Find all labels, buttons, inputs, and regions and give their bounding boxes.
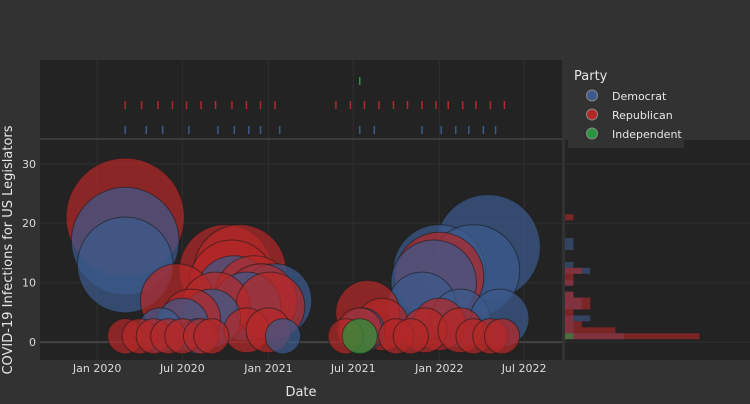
hist-bar-republican bbox=[565, 291, 574, 298]
right-histogram-area bbox=[565, 140, 750, 360]
right-grid bbox=[565, 163, 750, 343]
legend-label-independent: Independent bbox=[612, 128, 682, 141]
hist-bar-republican bbox=[565, 273, 574, 280]
x-tick-label: Jan 2020 bbox=[72, 362, 121, 375]
y-tick-label: 20 bbox=[22, 217, 36, 230]
y-tick-label: 10 bbox=[22, 277, 36, 290]
hist-bar-republican bbox=[565, 297, 591, 304]
hist-bar-democrat bbox=[565, 315, 591, 322]
hist-bar-republican bbox=[565, 315, 574, 322]
hist-bar-republican bbox=[565, 327, 616, 334]
bubble-republican bbox=[483, 318, 521, 355]
hist-bar-republican bbox=[565, 267, 582, 274]
x-tick-label: Jan 2022 bbox=[414, 362, 463, 375]
y-tick-label: 0 bbox=[29, 336, 36, 349]
legend-title: Party bbox=[574, 69, 608, 84]
x-axis-ticks: Jan 2020 Jul 2020 Jan 2021 Jul 2021 Jan 2022… bbox=[72, 362, 547, 375]
legend-swatch-democrat bbox=[586, 89, 598, 102]
top-rug-area bbox=[40, 60, 562, 138]
y-axis-title: COVID-19 Infections for US Legislators bbox=[1, 125, 16, 374]
hist-bar-republican bbox=[565, 333, 700, 340]
legend-items: Democrat Republican Independent bbox=[586, 89, 682, 141]
bubble-independent bbox=[341, 318, 378, 355]
hist-bar-republican bbox=[565, 303, 591, 310]
x-tick-label: Jan 2021 bbox=[243, 362, 292, 375]
bubble-series bbox=[65, 157, 541, 355]
legend-label-republican: Republican bbox=[612, 109, 673, 122]
y-tick-label: 30 bbox=[22, 158, 36, 171]
hist-bar-democrat bbox=[565, 238, 574, 245]
y-marginal-histogram bbox=[565, 214, 700, 340]
x-tick-label: Jul 2022 bbox=[501, 362, 547, 375]
legend: Party Democrat Republican Independent bbox=[568, 64, 684, 148]
x-tick-label: Jul 2020 bbox=[159, 362, 205, 375]
hist-bar-republican bbox=[565, 321, 582, 328]
legend-swatch-independent bbox=[586, 127, 598, 140]
hist-bar-independent bbox=[565, 333, 574, 340]
hist-bar-democrat bbox=[565, 244, 574, 250]
bubble-democrat bbox=[264, 318, 302, 355]
x-axis-title: Date bbox=[285, 385, 316, 400]
y-axis-ticks: 0 10 20 30 bbox=[22, 158, 36, 349]
hist-bar-republican bbox=[565, 309, 574, 316]
hist-bar-republican bbox=[565, 214, 574, 221]
bubble-republican bbox=[392, 318, 429, 355]
date-rug-marks bbox=[124, 77, 506, 134]
x-tick-label: Jul 2021 bbox=[330, 362, 376, 375]
top-grid bbox=[96, 60, 525, 138]
hist-bar-republican bbox=[565, 279, 574, 286]
legend-label-democrat: Democrat bbox=[612, 90, 667, 103]
bubble-republican bbox=[193, 318, 230, 355]
legend-swatch-republican bbox=[586, 108, 598, 121]
hist-bar-democrat bbox=[565, 261, 574, 268]
